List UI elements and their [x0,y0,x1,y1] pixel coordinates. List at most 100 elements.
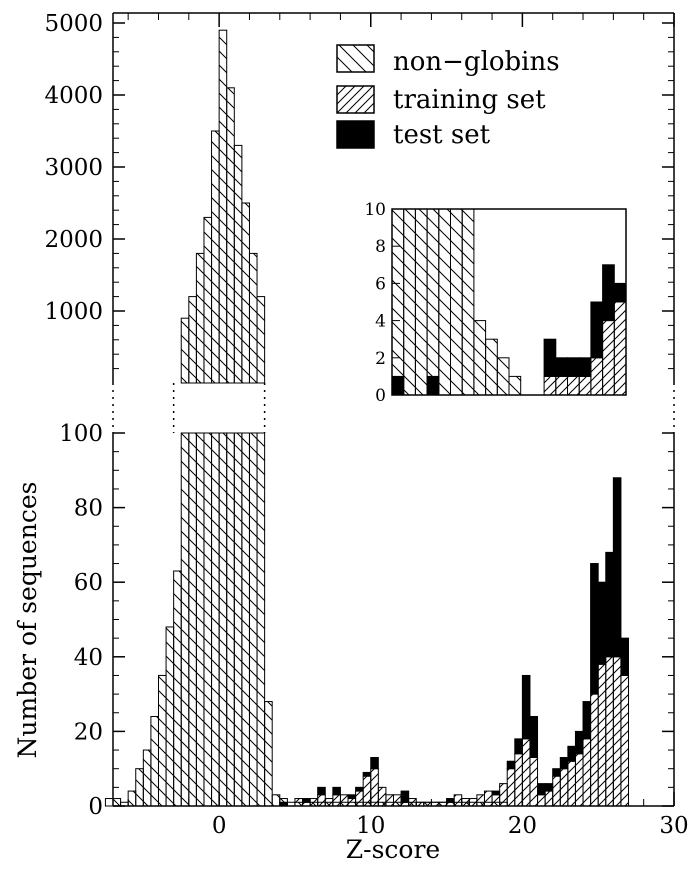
bar-training [574,753,584,807]
inset-frame [391,208,627,396]
bar-nonglobin [271,794,281,807]
x-tick-label: 10 [356,813,385,839]
bar-training [362,775,372,807]
bar-training [370,768,379,807]
inset-bar-nonglobin [403,208,416,396]
x-tick-label: 30 [659,813,688,839]
bar-training [597,663,607,807]
bar-nonglobin [203,432,213,807]
bar-nonglobin [173,570,182,807]
bar-training [393,794,402,807]
bar-nonglobin [188,296,197,384]
inset-bar-nonglobin [450,208,463,396]
bar-test [612,477,622,658]
bar-test [567,745,576,762]
inset-bar-training [590,357,604,396]
bar-test [347,794,357,800]
inset-bar-nonglobin [426,208,440,396]
y-tick-label: 100 [59,421,103,447]
bar-nonglobin [112,798,122,807]
y-tick-label: 3000 [44,155,103,181]
bar-test [597,581,607,665]
bar-training [491,794,501,807]
bar-training [567,760,576,807]
inset-y-tick-label: 2 [375,349,386,369]
bar-training [506,768,516,807]
bar-test [590,563,599,695]
bar-nonglobin [135,768,144,807]
bar-training [309,798,319,807]
y-axis-title: Number of sequences [13,482,42,759]
inset-y-tick-label: 6 [375,274,386,294]
bar-test [302,798,311,803]
bar-nonglobin [165,626,175,807]
legend-label-test: test set [393,120,491,150]
bar-nonglobin [218,29,228,384]
bar-training [324,798,334,807]
bar-test [370,757,379,770]
bar-training [468,798,478,807]
legend: non−globins training set test set [336,44,560,150]
inset-y-tick-label: 10 [364,200,386,220]
bar-nonglobin [233,144,243,384]
bar-training [529,757,539,807]
bar-nonglobin [195,432,205,807]
inset-bar-test [555,357,568,377]
bar-training [483,790,493,807]
bar-test [506,760,516,770]
bar-test [491,790,501,796]
bar-nonglobin [180,317,190,384]
bar-training [620,674,630,807]
x-tick-label: 20 [508,813,537,839]
bar-test [574,730,584,755]
bar-nonglobin [226,87,235,384]
bar-training [590,693,599,807]
inset-bar-nonglobin [438,208,451,396]
bar-test [362,771,372,777]
y-tick-label: 20 [74,719,103,745]
inset-bar-nonglobin [508,375,522,396]
bar-training [332,794,341,807]
inset-bar-nonglobin [461,208,475,396]
bar-nonglobin [248,252,258,384]
bar-nonglobin [203,216,213,384]
bar-training [582,738,592,807]
bar-training [499,783,508,807]
y-tick-label: 60 [74,570,103,596]
bar-test [529,715,539,759]
bar-training [453,794,463,807]
bar-test [620,637,630,676]
bar-training [408,798,417,807]
bar-training [377,786,387,807]
bar-nonglobin [241,202,250,384]
x-tick-label: 0 [212,813,227,839]
bar-test [514,738,523,755]
bar-training [544,790,554,807]
bar-nonglobin [150,715,159,807]
bar-training [294,798,304,807]
inset-bar-nonglobin [496,357,510,396]
bar-training [339,794,349,807]
bar-training [355,790,364,807]
bar-nonglobin [157,674,167,807]
inset-bar-nonglobin [485,338,498,396]
inset-bar-training [613,301,627,396]
bar-test [332,786,341,796]
bar-nonglobin [211,130,220,384]
y-tick-label: 1000 [44,299,103,325]
bar-training [476,794,485,807]
inset-bar-test [602,264,615,322]
bar-nonglobin [248,432,258,807]
inset-y-tick-label: 4 [375,312,386,332]
bar-nonglobin [256,296,266,384]
bar-training [347,798,357,807]
bar-nonglobin [218,432,228,807]
bar-nonglobin [233,432,243,807]
y-tick-label: 0 [88,794,103,820]
y-tick-label: 40 [74,645,103,671]
y-tick-label: 2000 [44,227,103,253]
bars-layer [104,29,630,807]
bar-nonglobin [241,432,250,807]
